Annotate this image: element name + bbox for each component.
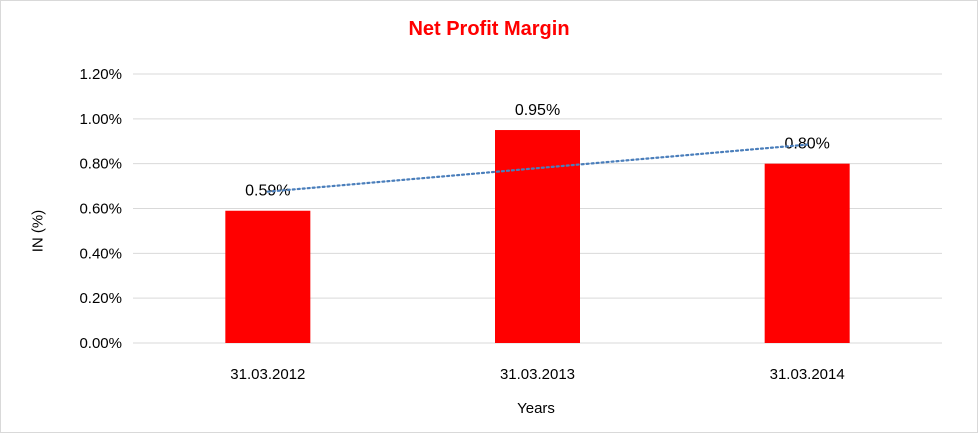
bar <box>764 163 850 343</box>
x-tick-label: 31.03.2014 <box>770 366 845 383</box>
data-label: 0.95% <box>515 102 560 119</box>
y-tick-label: 1.20% <box>79 66 122 83</box>
chart-title: Net Profit Margin <box>408 18 570 40</box>
y-tick-label: 0.40% <box>79 245 122 262</box>
y-tick-label: 0.80% <box>79 156 122 173</box>
x-tick-label: 31.03.2012 <box>230 366 305 383</box>
y-tick-label: 0.60% <box>79 201 122 218</box>
x-tick-label: 31.03.2013 <box>500 366 575 383</box>
bar <box>225 210 311 343</box>
y-tick-label: 1.00% <box>79 111 122 128</box>
trendline <box>266 143 809 193</box>
y-tick-label: 0.00% <box>79 335 122 352</box>
y-tick-label: 0.20% <box>79 290 122 307</box>
x-axis-label: Years <box>517 400 555 417</box>
bar <box>495 130 580 343</box>
